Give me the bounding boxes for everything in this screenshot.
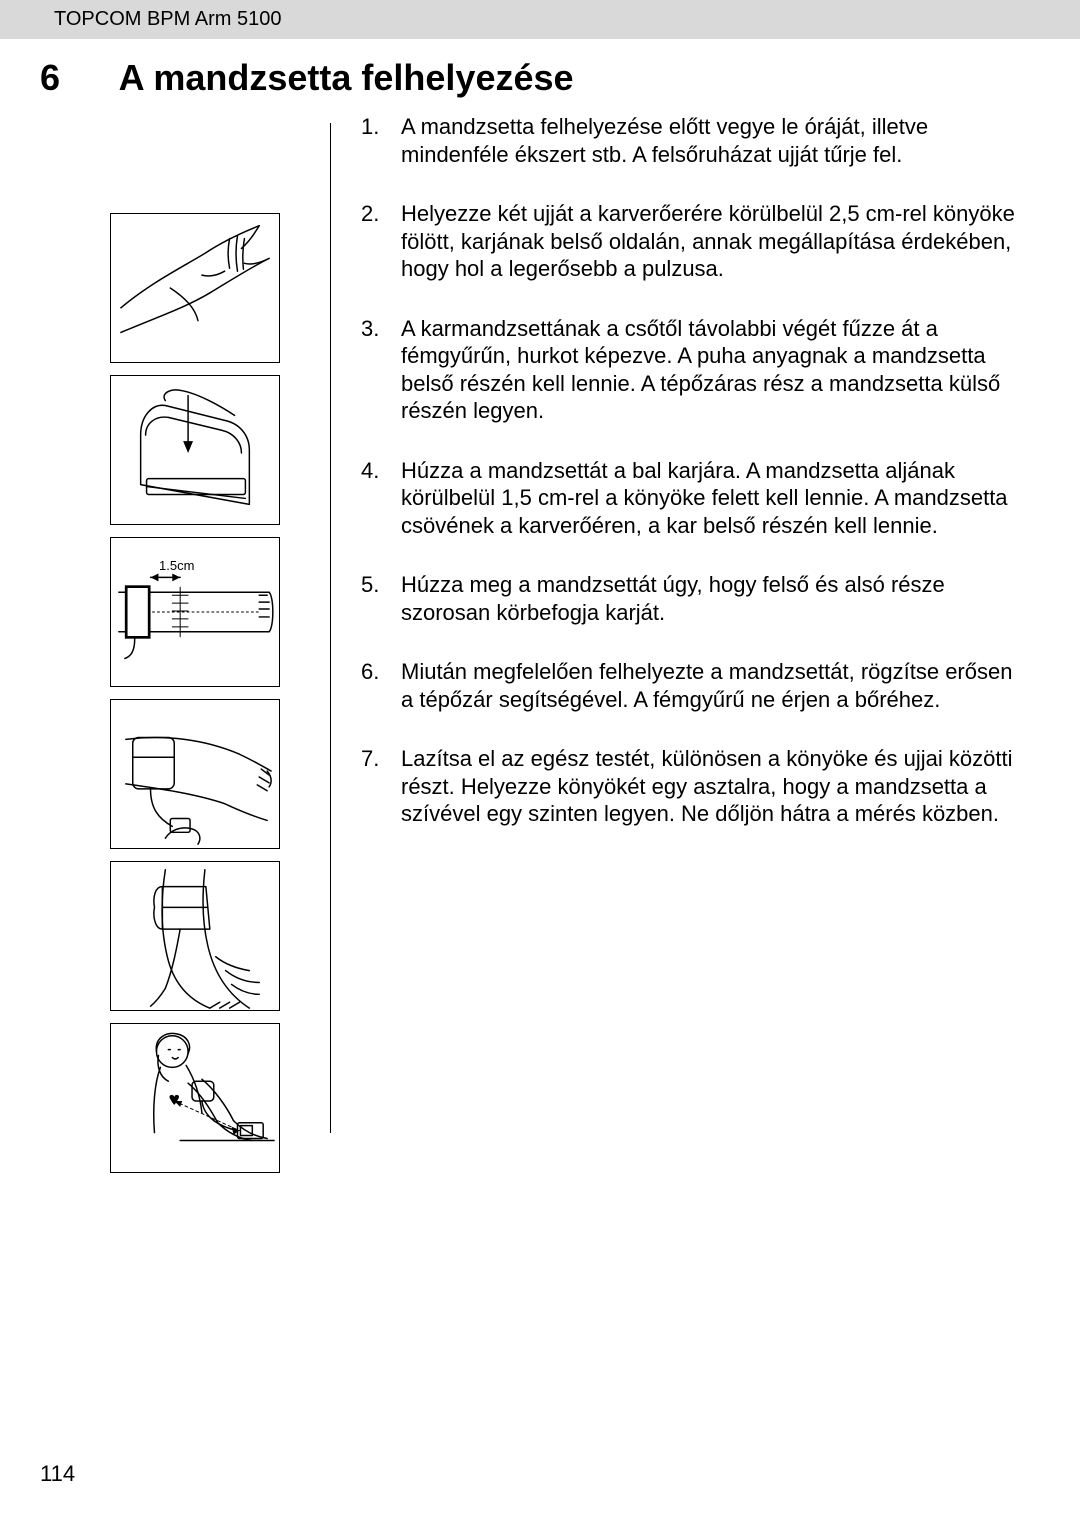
- seated-illustration-icon: [111, 1023, 279, 1173]
- step-text: A karmandzsettának a csőtől távolabbi vé…: [401, 316, 1000, 424]
- content-row: 1.5cm: [0, 113, 1080, 1173]
- step-text: A mandzsetta felhelyezése előtt vegye le…: [401, 114, 928, 167]
- step-item: Lazítsa el az egész testét, különösen a …: [361, 745, 1030, 828]
- measurement-label: 1.5cm: [159, 558, 194, 573]
- section-heading: 6 A mandzsetta felhelyezése: [40, 57, 1080, 99]
- step-text: Miután megfelelően felhelyezte a mandzse…: [401, 659, 1012, 712]
- figure-secure-cuff: [110, 861, 280, 1011]
- figure-seated: [110, 1023, 280, 1173]
- figure-column: 1.5cm: [110, 113, 290, 1173]
- product-name: TOPCOM BPM Arm 5100: [54, 8, 281, 30]
- page: TOPCOM BPM Arm 5100 6 A mandzsetta felhe…: [0, 0, 1080, 1527]
- cuff-ring-illustration-icon: [111, 375, 279, 525]
- pull-cuff-illustration-icon: [111, 699, 279, 849]
- step-text: Helyezze két ujját a karverőerére körülb…: [401, 201, 1015, 281]
- step-item: A karmandzsettának a csőtől távolabbi vé…: [361, 315, 1030, 425]
- step-item: Húzza meg a mandzsettát úgy, hogy felső …: [361, 571, 1030, 626]
- secure-cuff-illustration-icon: [111, 861, 279, 1011]
- figure-pulse: [110, 213, 280, 363]
- figure-measurement: 1.5cm: [110, 537, 280, 687]
- pulse-illustration-icon: [111, 213, 279, 363]
- step-text: Húzza meg a mandzsettát úgy, hogy felső …: [401, 572, 945, 625]
- step-item: Miután megfelelően felhelyezte a mandzse…: [361, 658, 1030, 713]
- section-title-text: A mandzsetta felhelyezése: [119, 57, 574, 98]
- figure-pull-cuff: [110, 699, 280, 849]
- section-number: 6: [40, 57, 110, 99]
- header-bar: TOPCOM BPM Arm 5100: [0, 0, 1080, 39]
- step-text: Húzza a mandzsettát a bal karjára. A man…: [401, 458, 1008, 538]
- step-item: A mandzsetta felhelyezése előtt vegye le…: [361, 113, 1030, 168]
- figure-cuff-ring: [110, 375, 280, 525]
- step-item: Húzza a mandzsettát a bal karjára. A man…: [361, 457, 1030, 540]
- step-text: Lazítsa el az egész testét, különösen a …: [401, 746, 1012, 826]
- vertical-divider: [330, 123, 331, 1133]
- measurement-illustration-icon: [111, 537, 279, 687]
- instruction-list: A mandzsetta felhelyezése előtt vegye le…: [361, 113, 1040, 1173]
- step-item: Helyezze két ujját a karverőerére körülb…: [361, 200, 1030, 283]
- page-number: 114: [40, 1461, 75, 1487]
